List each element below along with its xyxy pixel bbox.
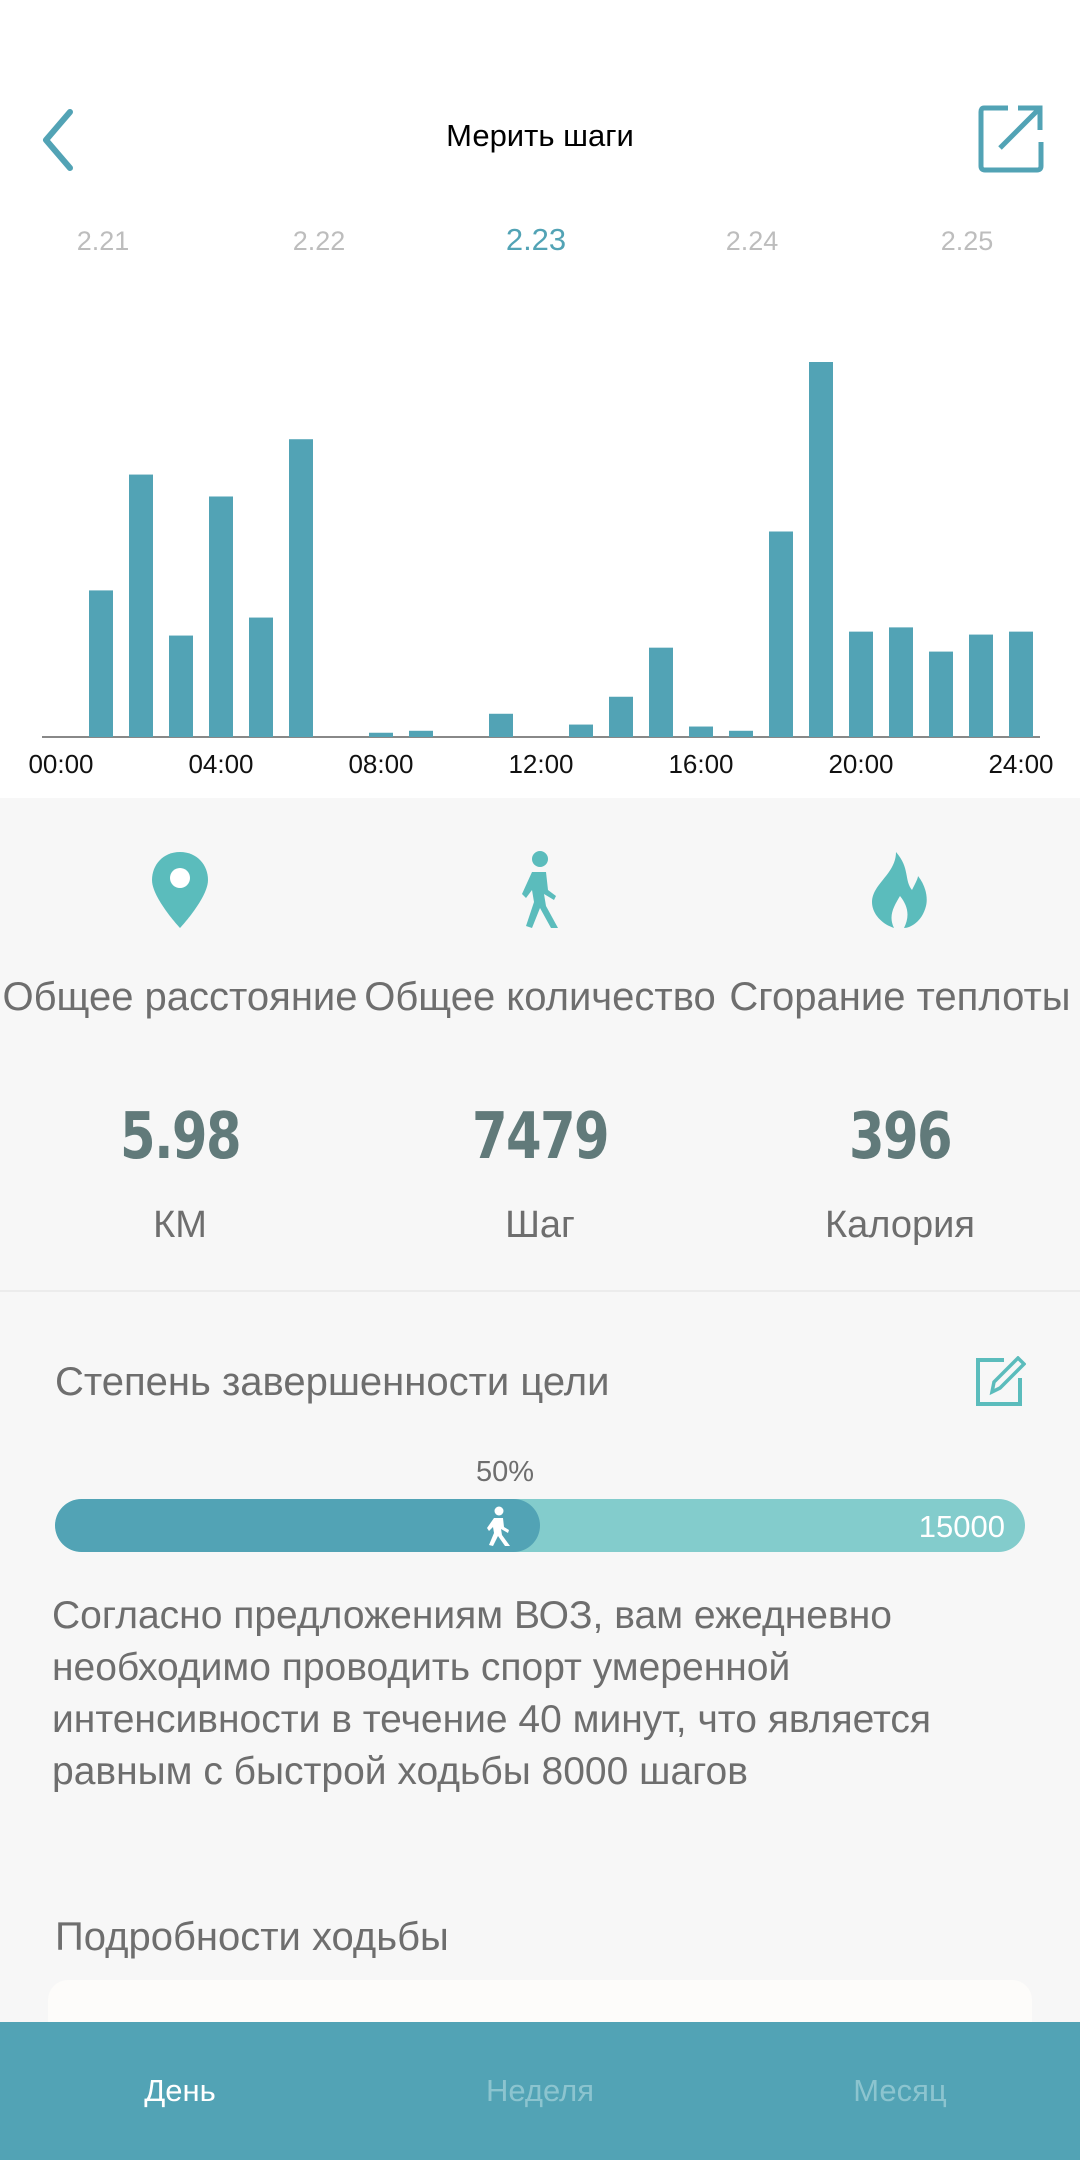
bar bbox=[89, 590, 113, 737]
walking-icon bbox=[522, 851, 558, 928]
x-tick-label: 24:00 bbox=[988, 749, 1053, 779]
stat-unit: КМ bbox=[153, 1204, 207, 1246]
bar bbox=[809, 362, 833, 737]
x-tick-label: 12:00 bbox=[508, 749, 573, 779]
date-tab[interactable]: 2.21 bbox=[76, 226, 130, 256]
bar bbox=[209, 496, 233, 737]
stat-value: 7479 bbox=[471, 1100, 610, 1174]
advice-text: Согласно предложениям ВОЗ, вам ежедневно… bbox=[52, 1594, 932, 1793]
bar bbox=[929, 651, 953, 737]
stat-calories: Сгорание теплоты 396 Калория bbox=[720, 850, 1080, 1247]
tab-day[interactable]: День bbox=[144, 2073, 216, 2108]
bar bbox=[1009, 631, 1033, 737]
goal-progress-fill bbox=[55, 1499, 540, 1552]
x-tick-label: 00:00 bbox=[28, 749, 93, 779]
date-tab-selected[interactable]: 2.23 bbox=[505, 222, 567, 257]
bar bbox=[969, 634, 993, 737]
share-external-icon[interactable] bbox=[978, 104, 1044, 174]
stat-steps: Общее количество 7479 Шаг bbox=[360, 850, 720, 1247]
page-title: Мерить шаги bbox=[446, 118, 634, 153]
bar bbox=[569, 724, 593, 737]
divider bbox=[0, 1290, 1080, 1292]
x-tick-label: 16:00 bbox=[668, 749, 733, 779]
walking-details-title: Подробности ходьбы bbox=[55, 1915, 449, 1959]
x-tick-label: 04:00 bbox=[188, 749, 253, 779]
walking-icon bbox=[487, 1506, 510, 1546]
edit-icon[interactable] bbox=[974, 1356, 1026, 1408]
bar bbox=[769, 531, 793, 737]
bar bbox=[289, 439, 313, 737]
bar bbox=[689, 726, 713, 737]
bar bbox=[129, 474, 153, 737]
bar bbox=[369, 732, 393, 737]
stat-value: 5.98 bbox=[120, 1100, 242, 1174]
bar bbox=[609, 696, 633, 737]
bar bbox=[489, 713, 513, 737]
stat-label: Сгорание теплоты bbox=[729, 975, 1071, 1019]
stat-unit: Шаг bbox=[505, 1204, 575, 1246]
bar bbox=[409, 730, 433, 737]
x-tick-label: 08:00 bbox=[348, 749, 413, 779]
location-pin-icon bbox=[152, 852, 208, 928]
stat-distance: Общее расстояние 5.98 КМ bbox=[0, 850, 360, 1247]
stat-label: Общее количество bbox=[364, 975, 716, 1019]
goal-progress-bar: 15000 bbox=[55, 1499, 1025, 1552]
tab-week[interactable]: Неделя bbox=[485, 2073, 595, 2108]
stat-unit: Калория bbox=[825, 1204, 975, 1246]
date-tab[interactable]: 2.22 bbox=[292, 226, 346, 256]
date-tab[interactable]: 2.24 bbox=[725, 226, 779, 256]
stat-label: Общее расстояние bbox=[2, 975, 358, 1019]
bar bbox=[249, 617, 273, 737]
bar bbox=[889, 627, 913, 737]
back-icon[interactable] bbox=[38, 108, 78, 172]
goal-percent: 50% bbox=[475, 1456, 535, 1488]
date-tab[interactable]: 2.25 bbox=[940, 226, 994, 256]
tab-month[interactable]: Месяц bbox=[853, 2073, 947, 2108]
bar bbox=[649, 647, 673, 737]
x-tick-label: 20:00 bbox=[828, 749, 893, 779]
bottom-tab-bar: День Неделя Месяц bbox=[0, 2022, 1080, 2160]
flame-icon bbox=[872, 852, 927, 928]
goal-target: 15000 bbox=[918, 1509, 1005, 1544]
bar bbox=[169, 635, 193, 737]
stat-value: 396 bbox=[848, 1100, 953, 1174]
steps-bar-chart: 00:00 04:00 08:00 12:00 16:00 20:00 24:00 bbox=[28, 362, 1054, 779]
goal-title: Степень завершенности цели bbox=[55, 1360, 610, 1404]
bar bbox=[849, 631, 873, 737]
bar bbox=[729, 730, 753, 737]
